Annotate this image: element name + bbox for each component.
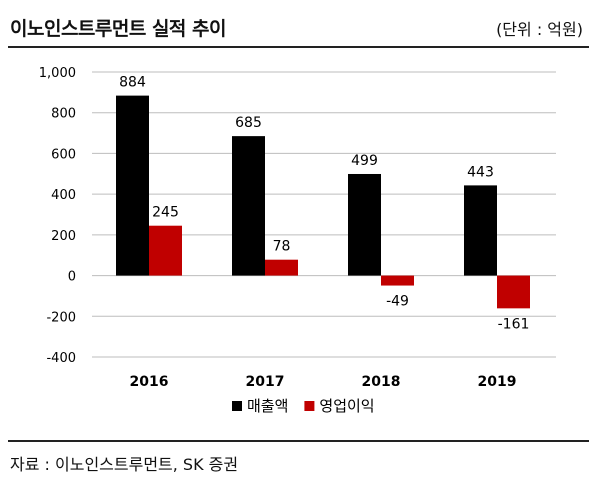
bar [149, 225, 182, 276]
legend-swatch [304, 401, 315, 411]
x-tick-label: 2016 [130, 374, 169, 390]
data-label: 685 [235, 115, 262, 131]
data-label: -161 [498, 316, 530, 332]
data-label: 78 [273, 239, 291, 255]
legend-entry: 영업이익 [319, 397, 374, 415]
bar [381, 275, 414, 286]
y-tick-label: 800 [51, 107, 76, 122]
unit-label: (단위 : 억원) [496, 20, 583, 39]
data-label: 245 [152, 205, 179, 221]
data-label: 499 [351, 153, 378, 169]
y-tick-label: 200 [51, 229, 76, 244]
bar [232, 136, 265, 276]
x-tick-label: 2017 [246, 374, 285, 390]
bottom-rule [8, 440, 589, 442]
bar [464, 185, 497, 276]
top-rule [8, 46, 589, 48]
bar [116, 95, 149, 276]
x-tick-label: 2018 [362, 374, 401, 390]
legend-entry: 매출액 [247, 397, 288, 415]
bar [497, 275, 530, 309]
y-tick-label: -200 [46, 310, 76, 325]
bar [265, 259, 298, 276]
legend-swatch [232, 401, 242, 411]
data-label: -49 [386, 294, 409, 310]
data-label: 884 [119, 75, 146, 91]
y-tick-label: 1,000 [39, 66, 76, 81]
chart-title: 이노인스트루먼트 실적 추이 [10, 18, 227, 40]
y-tick-label: -400 [46, 351, 76, 366]
y-tick-label: 600 [51, 147, 76, 162]
y-tick-label: 400 [51, 188, 76, 203]
data-label: 443 [467, 164, 494, 180]
bar [348, 173, 381, 276]
x-tick-label: 2019 [478, 374, 517, 390]
bar-chart: 1,000 800 600 400 200 0 -200 -400 884 245 2016 685 7… [39, 66, 556, 415]
source-note: 자료 : 이노인스트루먼트, SK 증권 [10, 455, 239, 474]
y-tick-label: 0 [68, 270, 76, 285]
